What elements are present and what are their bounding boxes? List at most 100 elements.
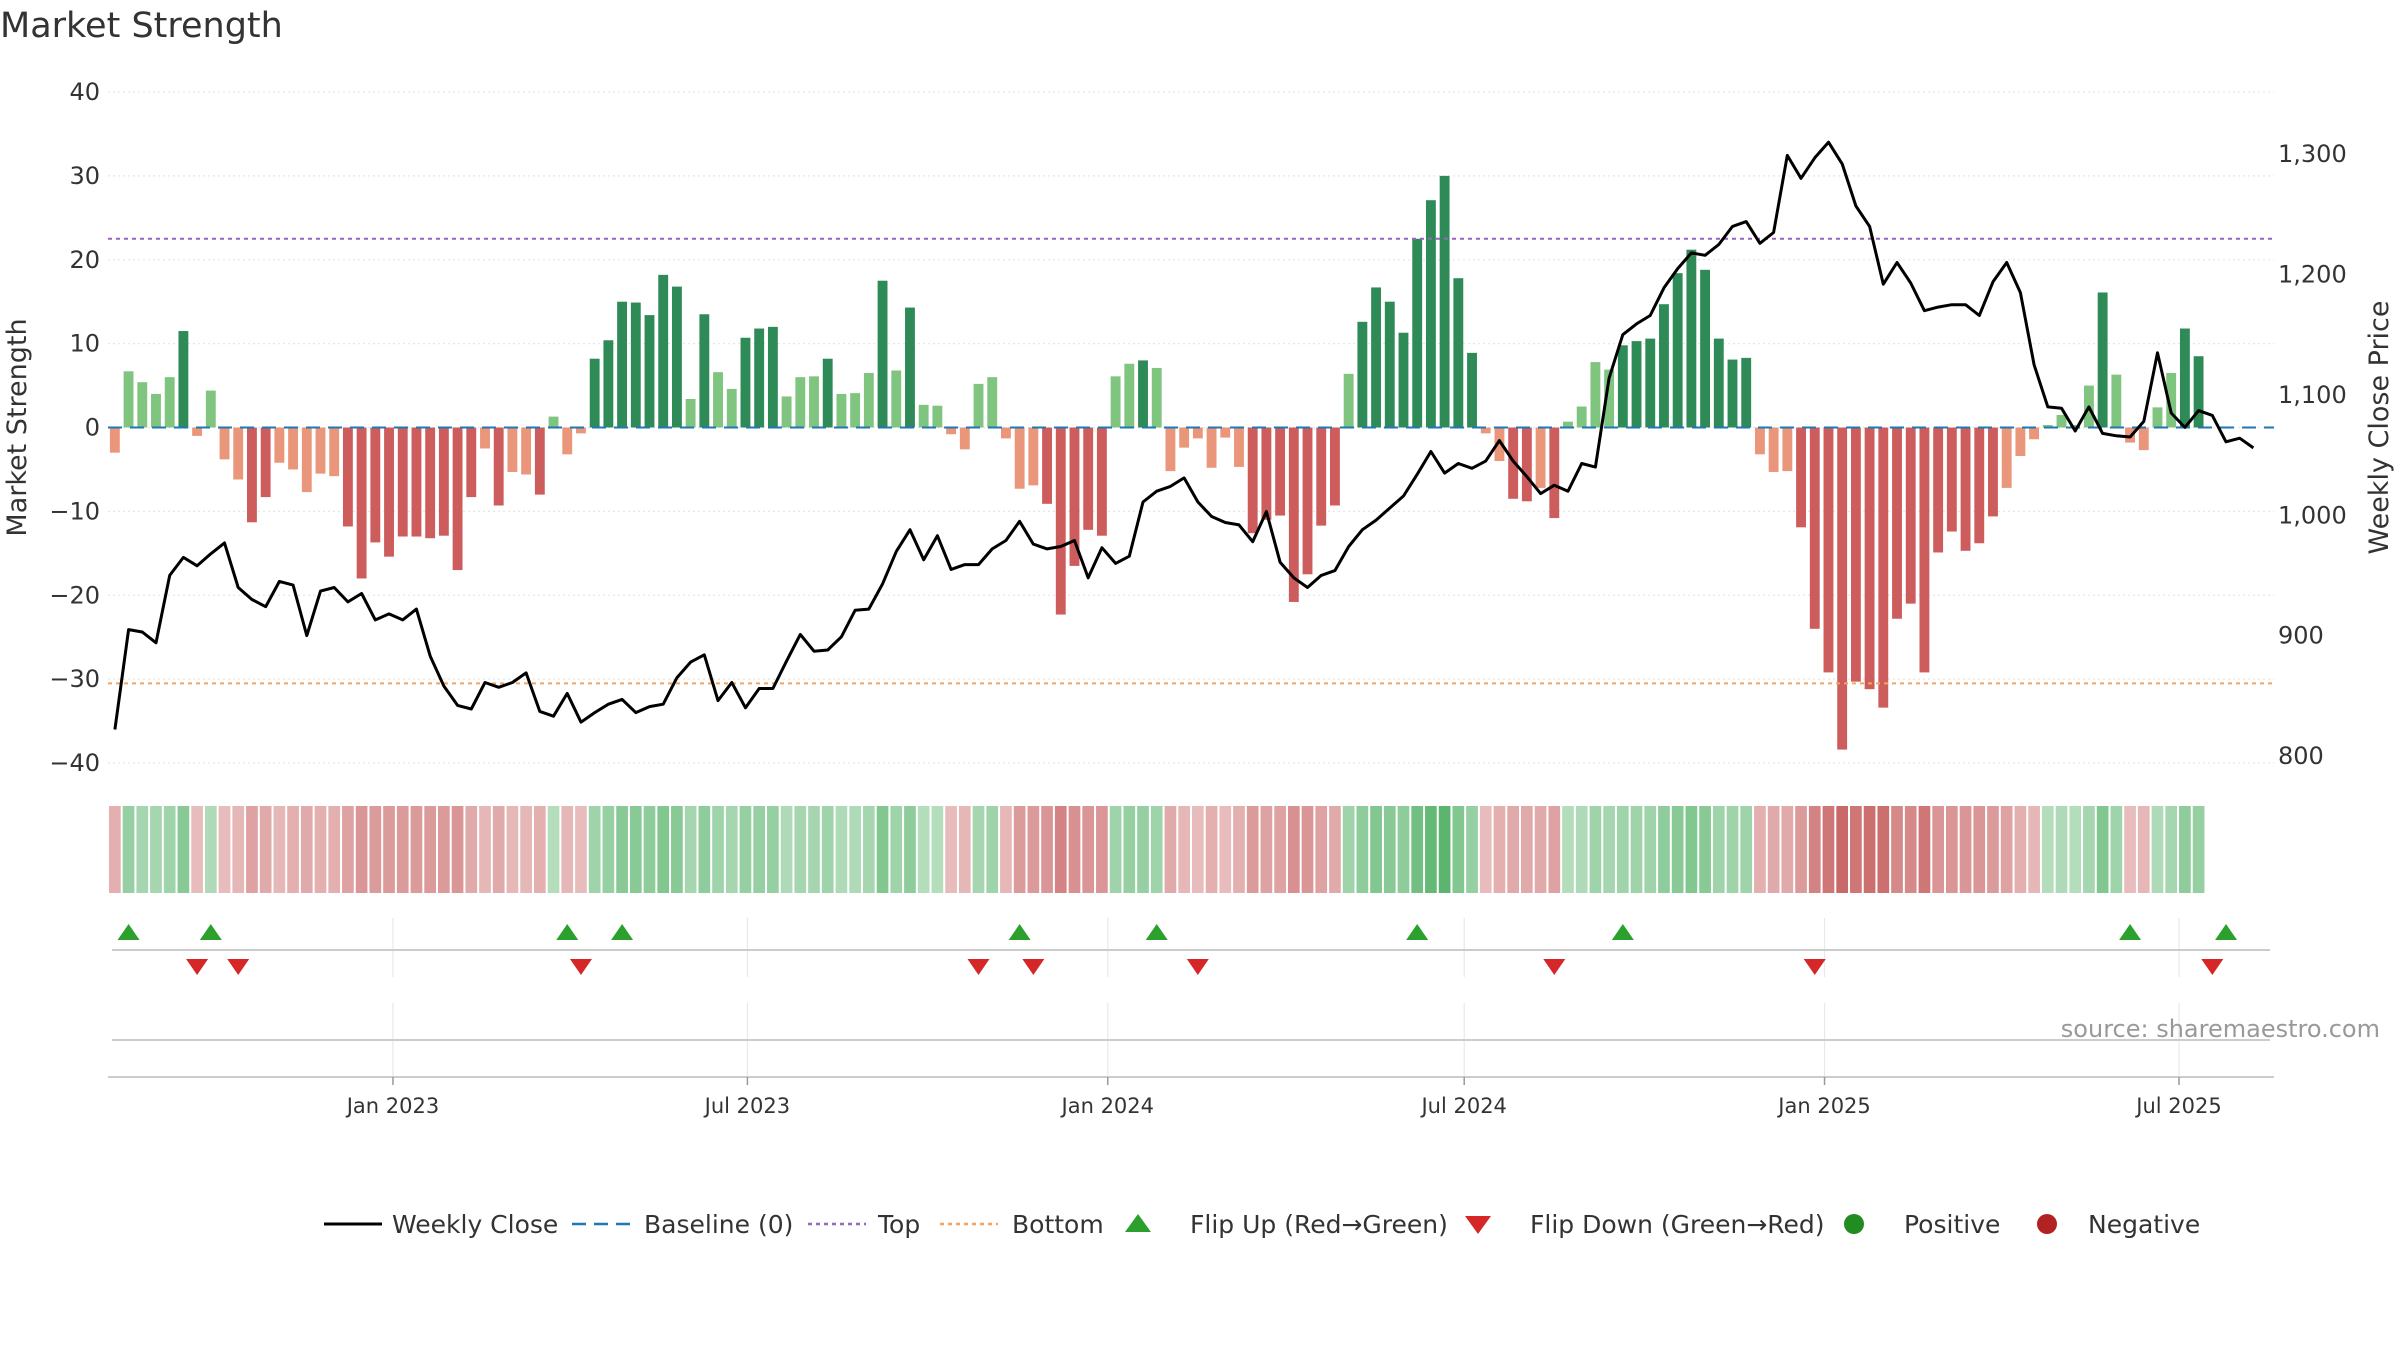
strength-bar [589, 358, 600, 428]
heat-cell [273, 806, 286, 893]
strength-bar [411, 427, 422, 537]
heat-cell [1164, 806, 1177, 893]
flip-up-marker [199, 924, 222, 940]
strength-bar [1138, 360, 1148, 428]
strength-bar [836, 393, 847, 428]
heat-cell [1616, 806, 1629, 893]
heat-cell [533, 806, 546, 893]
legend: Weekly Close Baseline (0) Top Bottom Flip Up… [324, 1210, 2200, 1239]
strength-bar [1850, 427, 1861, 682]
y-tick-label: 30 [69, 162, 100, 190]
strength-bar [863, 372, 874, 428]
strength-bar [1412, 238, 1423, 428]
flip-up-marker [117, 924, 140, 940]
strength-bar [562, 427, 573, 455]
heat-cell [561, 806, 574, 893]
heat-cell [821, 806, 834, 893]
flip-down-marker [2201, 959, 2224, 975]
heat-cell [1438, 806, 1451, 893]
strength-bar [617, 301, 628, 428]
flip-up-marker [556, 924, 579, 940]
heat-cell [246, 806, 258, 893]
strength-bar [1028, 427, 1039, 486]
heat-cell [479, 806, 491, 893]
heat-cell [616, 806, 628, 893]
legend-label: Bottom [1012, 1210, 1104, 1239]
strength-bar [2193, 356, 2204, 428]
strength-bar [1151, 367, 1162, 428]
left-axis: 40 30 20 10 0 −10 −20 −30 −40 Market Strength [2, 78, 100, 777]
flip-up-marker [2215, 924, 2238, 940]
strength-bar [507, 427, 518, 472]
heat-cell [1685, 806, 1698, 893]
strength-bar [452, 427, 463, 571]
heat-cell [684, 806, 697, 893]
heat-cell [2124, 806, 2136, 893]
heat-cell [780, 806, 793, 893]
y-tick-label: −40 [49, 749, 100, 777]
legend-swatch-negative [2037, 1214, 2057, 1234]
flip-up-marker [1406, 924, 1429, 940]
heat-cell [1178, 806, 1190, 893]
heat-cell [2083, 806, 2095, 893]
strength-bar [959, 427, 970, 450]
heat-cell [767, 806, 779, 893]
heat-cell [1767, 806, 1780, 893]
strength-bar [247, 427, 257, 523]
strength-bar [685, 398, 696, 428]
heat-cell [1877, 806, 1890, 893]
heat-cell [1356, 806, 1369, 893]
heat-cell [739, 806, 752, 893]
strength-bar [1960, 427, 1971, 551]
y-tick-label: 10 [69, 330, 100, 358]
heat-cell [1287, 806, 1300, 893]
chart-title: Market Strength [0, 6, 283, 46]
heat-cell [1712, 806, 1725, 893]
heat-cell [1246, 806, 1259, 893]
heat-cell [1383, 806, 1396, 893]
strength-bar [1892, 427, 1902, 619]
y-tick-label-right: 800 [2278, 742, 2324, 770]
heat-cell [438, 806, 450, 893]
heat-cell [849, 806, 861, 893]
strength-bar [918, 404, 929, 428]
strength-bar [740, 337, 751, 428]
heat-cell [958, 806, 971, 893]
strength-bar [205, 390, 216, 428]
heat-cell [1740, 806, 1753, 893]
heat-cell [383, 806, 395, 893]
heat-cell [1904, 806, 1917, 893]
flip-up-marker [1611, 924, 1634, 940]
heat-cell [1425, 806, 1437, 893]
strength-bar [1905, 427, 1916, 604]
strength-bar [1521, 427, 1532, 502]
strength-bar [1343, 373, 1354, 428]
strength-bar [397, 427, 408, 537]
strength-bar [781, 396, 792, 428]
strength-bar [1275, 427, 1286, 516]
heat-cell [1192, 806, 1204, 893]
y-tick-label: −30 [49, 665, 100, 693]
strength-bar [315, 427, 326, 474]
heat-cell [1342, 806, 1355, 893]
heat-cell [1918, 806, 1931, 893]
heat-cell [1699, 806, 1711, 893]
flip-down-marker [569, 959, 592, 975]
strength-bar [1617, 345, 1628, 428]
y-tick-label-right: 1,300 [2278, 140, 2347, 168]
heat-cell [191, 806, 203, 893]
strength-bar [480, 427, 490, 449]
strength-bar [1014, 427, 1025, 489]
heat-cell [369, 806, 382, 893]
strength-bar [1576, 406, 1587, 428]
heat-cell [150, 806, 162, 893]
heat-cell [1891, 806, 1903, 893]
y-tick-label-right: 1,200 [2278, 261, 2347, 289]
strength-bar [1713, 338, 1724, 428]
heat-cell [122, 806, 135, 893]
strength-bar [1796, 427, 1806, 528]
strength-bar [671, 286, 682, 428]
strength-bar [1206, 427, 1217, 468]
strength-bar [850, 393, 861, 428]
heat-cell [1548, 806, 1561, 893]
